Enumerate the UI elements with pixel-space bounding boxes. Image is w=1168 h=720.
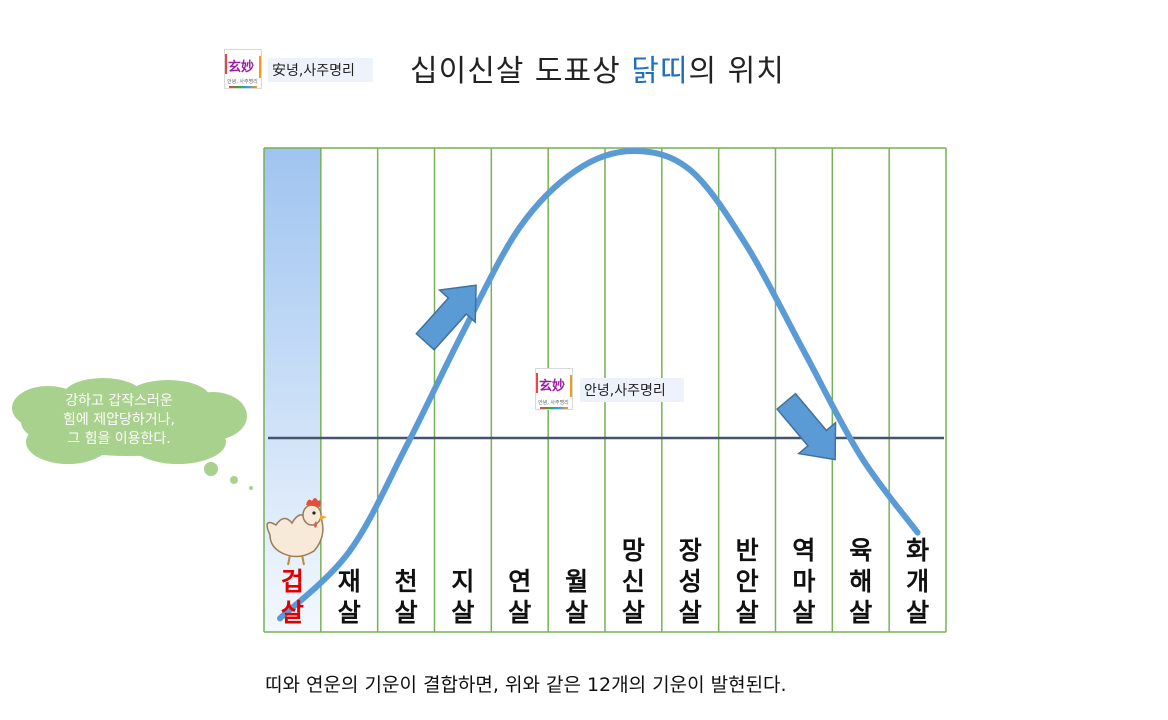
watermark-hanja: 玄妙 (539, 379, 566, 394)
energy-curve (277, 147, 921, 622)
logo-label: 安녕,사주명리 (268, 58, 373, 82)
thought-dot-medium (230, 476, 238, 484)
column-label-3: 지 살 (451, 567, 475, 627)
column-label-1: 재 살 (337, 567, 361, 627)
column-label-7: 장 성 살 (678, 536, 702, 627)
column-label-5: 월 살 (565, 567, 589, 627)
logo-mini-text: 안녕, 사주명리 (227, 79, 258, 85)
caption: 띠와 연운의 기운이 결합하면, 위와 같은 12개의 기운이 발현된다. (265, 674, 787, 696)
column-label-9: 역 마 살 (792, 536, 816, 627)
thought-dot-large (204, 462, 218, 476)
title-prefix: 십이신살 도표상 (410, 54, 632, 89)
logo-hanja: 玄妙 (228, 60, 255, 75)
column-label-6: 망 신 살 (621, 536, 645, 627)
column-label-8: 반 안 살 (735, 536, 759, 627)
rooster-icon (266, 498, 327, 566)
speech-bubble-text: 강하고 갑작스러운 힘에 제압당하거나, 그 힘을 이용한다. (63, 393, 175, 447)
title-suffix: 의 위치 (688, 54, 785, 89)
arrow-down-icon (776, 392, 837, 461)
watermark-label: 안녕,사주명리 (580, 378, 684, 402)
logo-icon: 玄妙 안녕, 사주명리 (224, 49, 262, 89)
column-label-2: 천 살 (394, 567, 418, 627)
page-title: 십이신살 도표상 닭띠의 위치 (410, 46, 785, 90)
watermark-mini-text: 안녕, 사주명리 (538, 400, 569, 406)
title-highlight: 닭띠 (631, 54, 689, 89)
watermark-logo-icon: 玄妙 안녕, 사주명리 (535, 368, 573, 410)
speech-bubble (12, 378, 247, 464)
thought-dot-small (249, 486, 253, 490)
column-label-4: 연 살 (508, 567, 532, 627)
column-label-0: 겁 살 (280, 567, 304, 627)
highlight-column (264, 148, 321, 632)
arrow-up-icon (415, 284, 477, 351)
column-label-10: 육 해 살 (849, 536, 873, 627)
column-label-11: 화 개 살 (906, 536, 930, 627)
